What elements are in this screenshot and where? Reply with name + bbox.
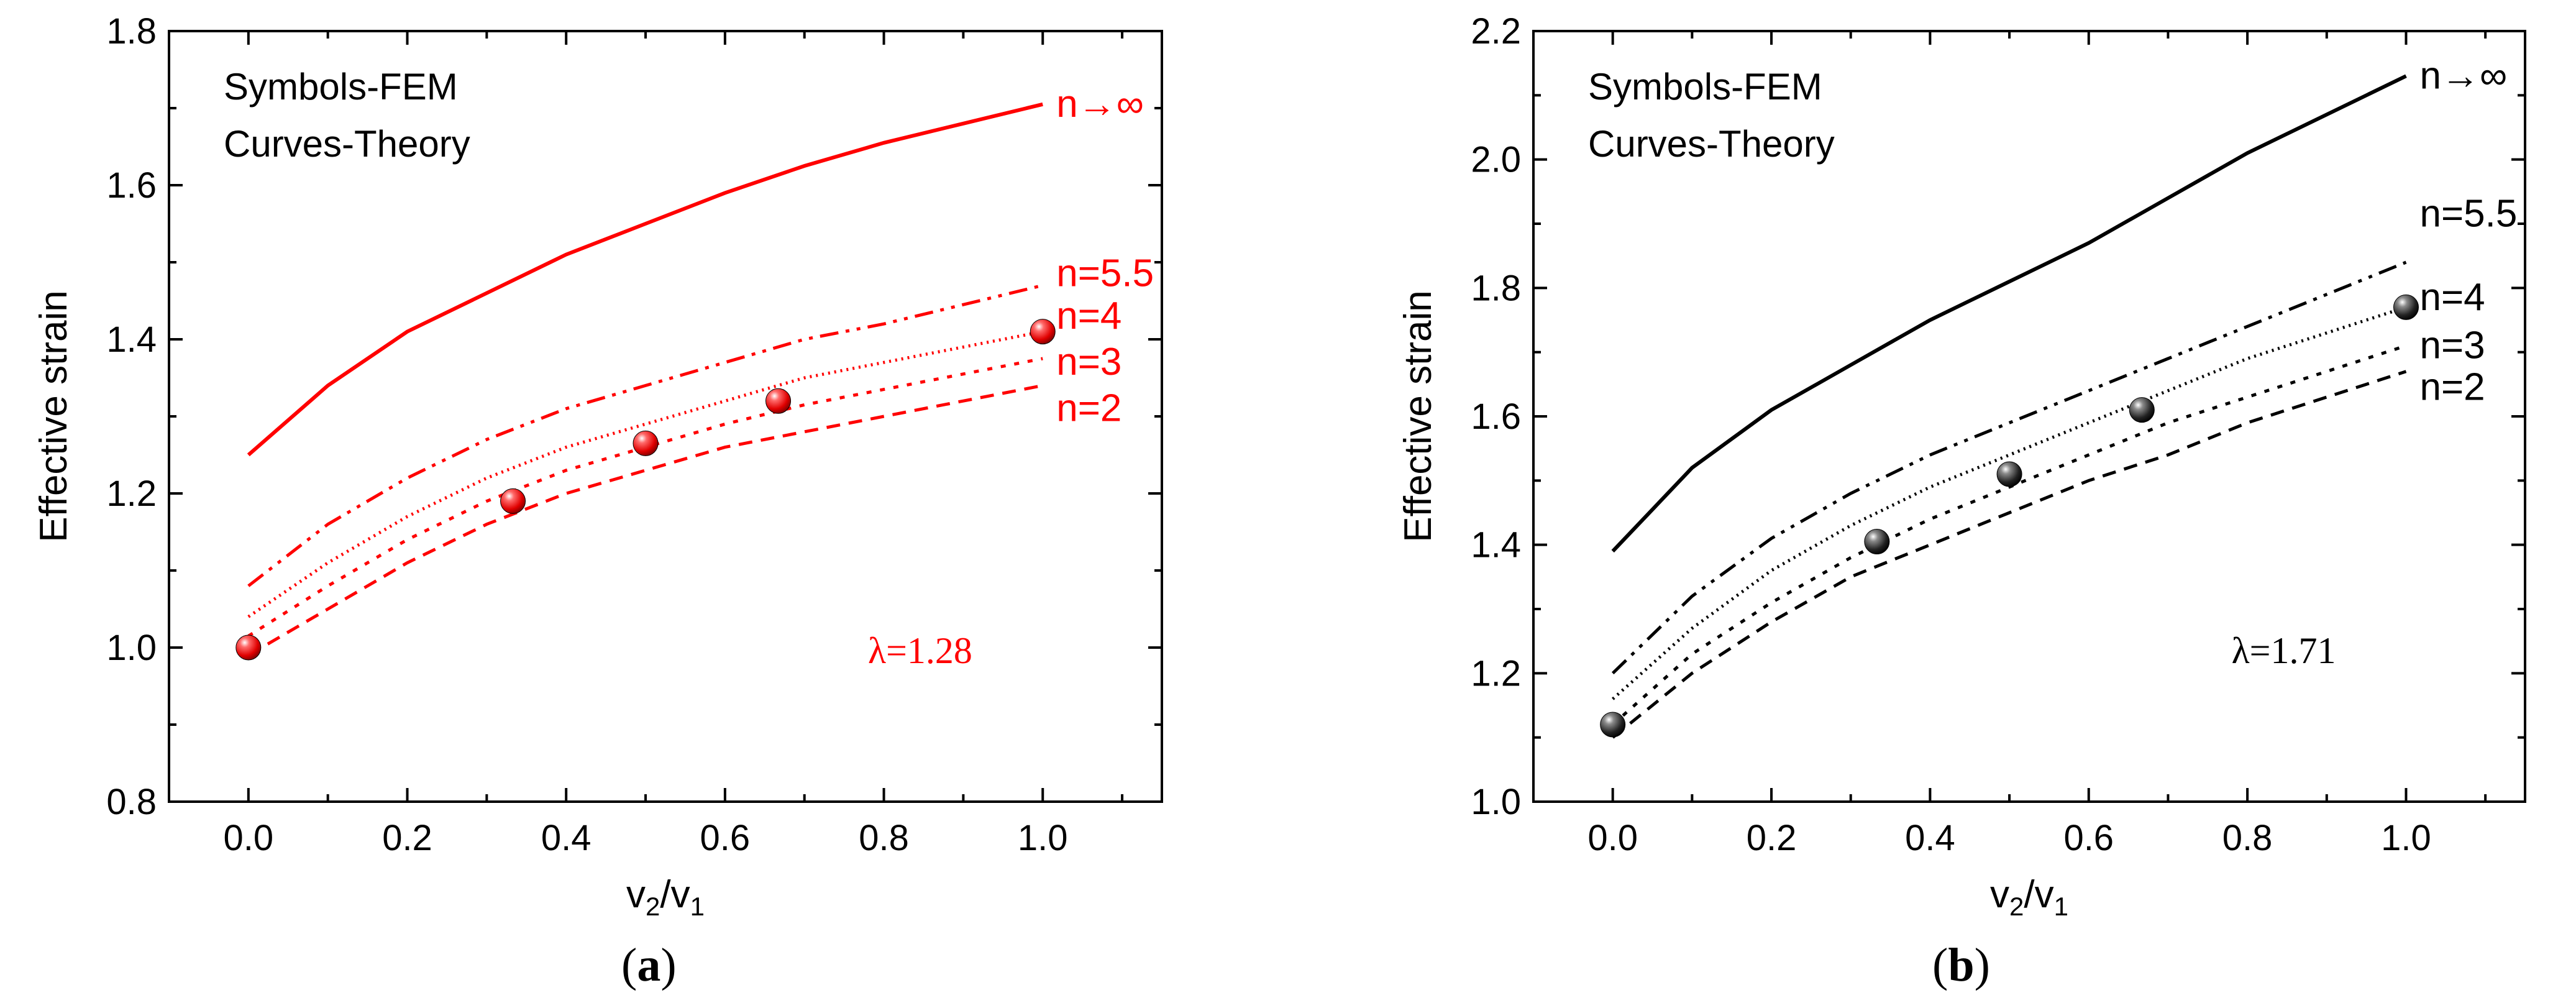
y-tick-label: 1.4 xyxy=(1471,525,1521,566)
series-label: n→∞ xyxy=(1056,83,1144,126)
x-axis-label-part: / xyxy=(2024,873,2035,916)
series-label: n=4 xyxy=(1056,295,1121,337)
x-tick-label: 0.2 xyxy=(1747,818,1797,858)
fem-data-point xyxy=(500,488,526,514)
legend-text: Curves-Theory xyxy=(1588,123,1835,165)
fem-data-point xyxy=(1600,712,1626,738)
series-label: n=5.5 xyxy=(1056,252,1154,295)
x-axis-label-subscript: 2 xyxy=(646,892,660,921)
fem-data-point xyxy=(1864,529,1890,554)
series-line xyxy=(247,357,1043,638)
x-tick-label: 0.4 xyxy=(541,818,591,858)
x-axis-label-subscript: 1 xyxy=(2054,892,2068,921)
x-tick-label: 0.6 xyxy=(2063,818,2114,858)
x-axis-label: v2/v1 xyxy=(626,873,705,921)
fem-data-point xyxy=(1996,461,2022,487)
x-axis-label-part: v xyxy=(1990,873,2009,916)
x-tick-label: 0.0 xyxy=(1587,818,1638,858)
x-axis-label: v2/v1 xyxy=(1990,873,2068,921)
x-tick-label: 0.8 xyxy=(859,818,909,858)
series-line xyxy=(247,283,1043,587)
x-axis-label-part: v xyxy=(2035,873,2054,916)
series-label: n=4 xyxy=(2419,276,2485,319)
x-tick-label: 0.0 xyxy=(224,818,274,858)
x-axis-label-part: v xyxy=(626,873,646,916)
y-tick-label: 1.8 xyxy=(1471,268,1521,308)
lambda-annotation: λ=1.71 xyxy=(2232,630,2336,671)
x-tick-label: 0.6 xyxy=(700,818,751,858)
y-tick-label: 1.4 xyxy=(106,319,157,360)
fem-data-point xyxy=(765,388,792,414)
x-tick-label: 1.0 xyxy=(2381,818,2431,858)
series-line xyxy=(1612,370,2407,739)
fem-data-point xyxy=(235,635,262,661)
chart-panel-a: 0.0 0.2 0.4 0.6 0.8 1.0 0.8 1.0 1.2 1.4 1.6 1.8 Effe… xyxy=(32,11,1163,921)
series-label: n=2 xyxy=(2419,366,2485,409)
y-tick-label: 1.2 xyxy=(106,474,157,514)
x-tick-label: 1.0 xyxy=(1018,818,1068,858)
fem-data-point xyxy=(633,430,659,456)
y-tick-label: 1.6 xyxy=(106,165,157,206)
caption-a: (a) xyxy=(621,939,677,991)
chart-panel-b: 0.0 0.2 0.4 0.6 0.8 1.0 1.0 1.2 1.4 1.6 1.8 2.0 2.2 E… xyxy=(1397,11,2526,921)
caption-b: (b) xyxy=(1932,939,1990,991)
legend-text: Curves-Theory xyxy=(224,123,470,165)
x-tick-label: 0.2 xyxy=(382,818,432,858)
y-tick-label: 1.8 xyxy=(106,11,157,52)
x-axis-label-subscript: 1 xyxy=(690,892,705,921)
series-label: n=3 xyxy=(2419,324,2485,367)
y-tick-label: 1.6 xyxy=(1471,396,1521,437)
y-tick-label: 1.0 xyxy=(1471,782,1521,822)
y-tick-label: 2.0 xyxy=(1471,140,1521,180)
y-tick-label: 1.2 xyxy=(1471,653,1521,694)
series-label: n=3 xyxy=(1056,341,1121,383)
x-tick-label: 0.4 xyxy=(1905,818,1955,858)
series-label: n=5.5 xyxy=(2419,193,2517,236)
fem-data-point xyxy=(2129,397,2155,423)
fem-data-point xyxy=(1030,319,1056,345)
y-axis-label: Effective strain xyxy=(1397,290,1440,542)
x-tick-label: 0.8 xyxy=(2222,818,2273,858)
legend-text: Symbols-FEM xyxy=(224,66,458,108)
series-line xyxy=(247,330,1043,618)
series-line xyxy=(1611,74,2407,553)
x-axis-label-part: v xyxy=(671,873,690,916)
lambda-annotation: λ=1.28 xyxy=(868,630,972,671)
fem-data-point xyxy=(2393,294,2419,320)
x-axis-label-part: / xyxy=(660,873,671,916)
y-tick-label: 1.0 xyxy=(106,628,157,668)
series-label: n→∞ xyxy=(2419,54,2507,97)
y-axis-label: Effective strain xyxy=(32,290,75,542)
y-tick-label: 2.2 xyxy=(1471,11,1521,52)
series-line xyxy=(1612,344,2407,726)
series-line xyxy=(247,102,1043,457)
legend-text: Symbols-FEM xyxy=(1588,66,1822,108)
y-tick-label: 0.8 xyxy=(106,782,157,822)
x-axis-label-subscript: 2 xyxy=(2009,892,2024,921)
series-label: n=2 xyxy=(1056,387,1121,430)
series-line xyxy=(1611,260,2407,675)
series-line xyxy=(247,383,1043,657)
